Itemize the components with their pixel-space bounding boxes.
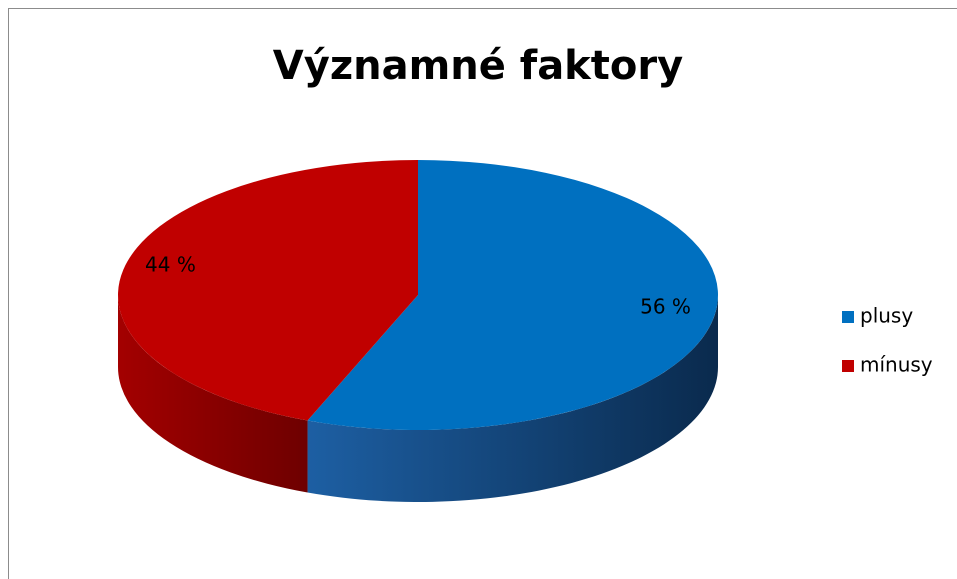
data-label: 56 %: [640, 295, 691, 319]
legend-swatch: [842, 311, 854, 323]
pie-slice: [307, 160, 718, 431]
legend-swatch: [842, 360, 854, 372]
chart-title: Významné faktory: [273, 43, 683, 89]
pie-slice: [117, 160, 418, 421]
pie-slice-side: [307, 295, 718, 503]
pie-slice-side: [118, 295, 308, 493]
legend-label: mínusy: [860, 353, 933, 377]
legend-label: plusy: [860, 304, 913, 328]
data-label: 44 %: [145, 252, 196, 276]
